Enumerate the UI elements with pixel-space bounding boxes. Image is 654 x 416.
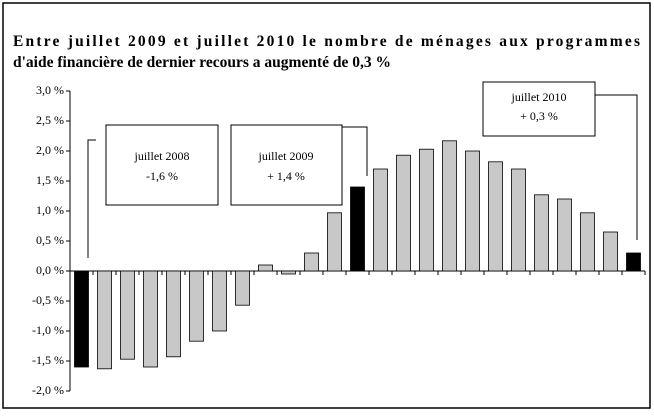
bar (258, 264, 273, 272)
bar (419, 148, 434, 272)
bar (511, 168, 526, 272)
bar (120, 270, 135, 360)
bar (396, 154, 411, 272)
y-tick-label: -1,0 % (32, 323, 64, 337)
annotation: + 0,3 % (520, 109, 558, 123)
bar (327, 212, 342, 272)
bar (235, 270, 250, 306)
connector (87, 139, 96, 258)
chart-title: d'aide financière de dernier recours a a… (13, 54, 391, 71)
bar (603, 231, 618, 272)
bar (304, 252, 319, 272)
bar (74, 270, 89, 368)
chart-title: Entre juillet 2009 et juillet 2010 le no… (13, 33, 640, 50)
connector (342, 126, 368, 176)
bar (373, 168, 388, 272)
annotation: juillet 2010 (511, 90, 567, 104)
bar (580, 212, 595, 272)
bar (212, 270, 227, 332)
bar (557, 198, 572, 272)
bar (350, 186, 365, 272)
bar (534, 194, 549, 272)
annotation: juillet 2008 (134, 149, 190, 163)
bar (488, 161, 503, 272)
y-tick-label: 0,5 % (36, 233, 64, 247)
y-tick-label: -0,5 % (32, 293, 64, 307)
bar (281, 270, 296, 275)
y-tick-label: 1,0 % (36, 203, 64, 217)
annotation: juillet 2009 (258, 149, 314, 163)
connector (595, 94, 638, 240)
annotation-box (230, 124, 343, 206)
bar (166, 270, 181, 358)
bar (442, 140, 457, 272)
bar (465, 150, 480, 272)
bar (143, 270, 158, 368)
y-tick-label: 2,0 % (36, 143, 64, 157)
y-tick-label: 0,0 % (36, 263, 64, 277)
y-tick-label: 2,5 % (36, 113, 64, 127)
y-tick-label: -2,0 % (32, 383, 64, 397)
bar (97, 270, 112, 370)
annotation: -1,6 % (146, 169, 178, 183)
annotation: + 1,4 % (267, 169, 305, 183)
y-tick-label: 3,0 % (36, 83, 64, 97)
bar (626, 252, 641, 272)
annotation-box (105, 124, 219, 206)
annotation-box (482, 81, 596, 137)
bar (189, 270, 204, 342)
y-tick-label: -1,5 % (32, 353, 64, 367)
y-tick-label: 1,5 % (36, 173, 64, 187)
